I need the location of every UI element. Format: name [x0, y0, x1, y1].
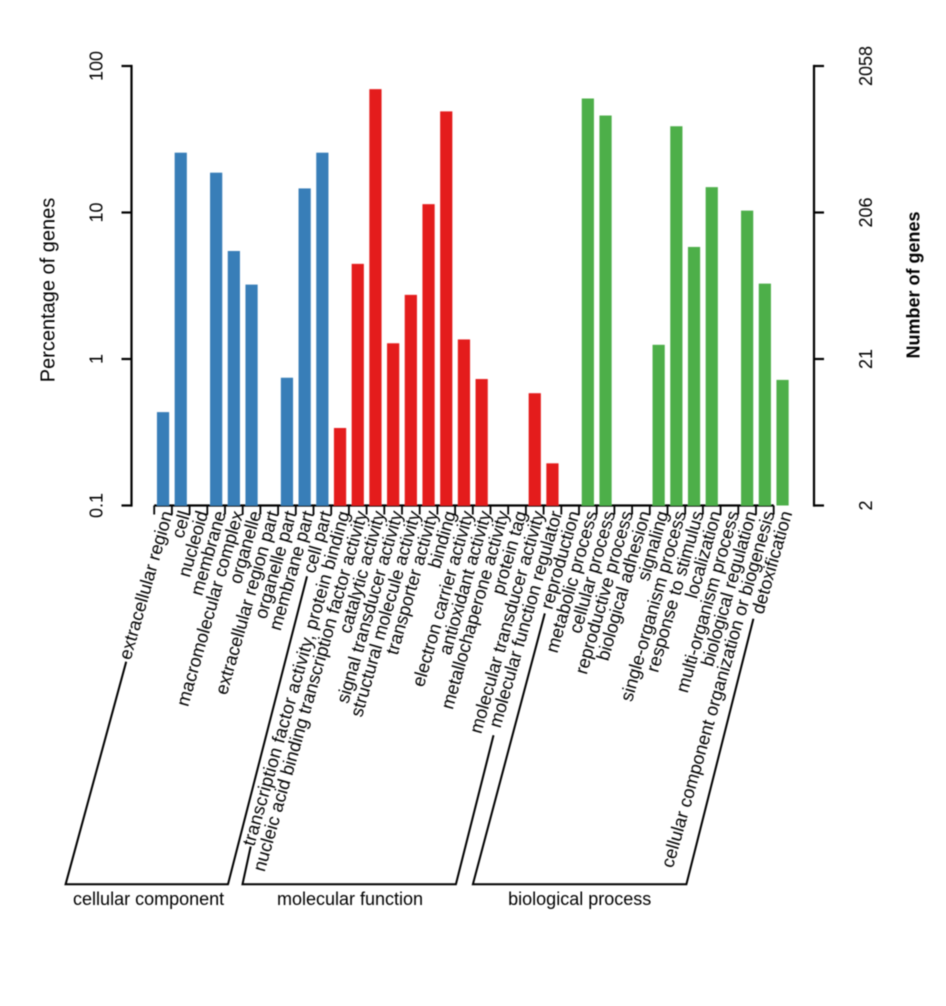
svg-text:2: 2 [856, 500, 876, 510]
svg-text:2058: 2058 [856, 46, 876, 86]
svg-text:10: 10 [87, 202, 107, 222]
svg-text:0.1: 0.1 [87, 493, 107, 518]
svg-text:Number of genes: Number of genes [904, 211, 924, 358]
svg-text:cellular component: cellular component [73, 889, 224, 909]
svg-text:molecular function: molecular function [277, 889, 423, 909]
svg-text:biological process: biological process [508, 889, 651, 909]
svg-text:Percentage of genes: Percentage of genes [38, 198, 60, 383]
svg-text:206: 206 [856, 197, 876, 227]
svg-text:100: 100 [87, 51, 107, 81]
svg-text:1: 1 [87, 354, 107, 364]
svg-text:21: 21 [856, 349, 876, 369]
